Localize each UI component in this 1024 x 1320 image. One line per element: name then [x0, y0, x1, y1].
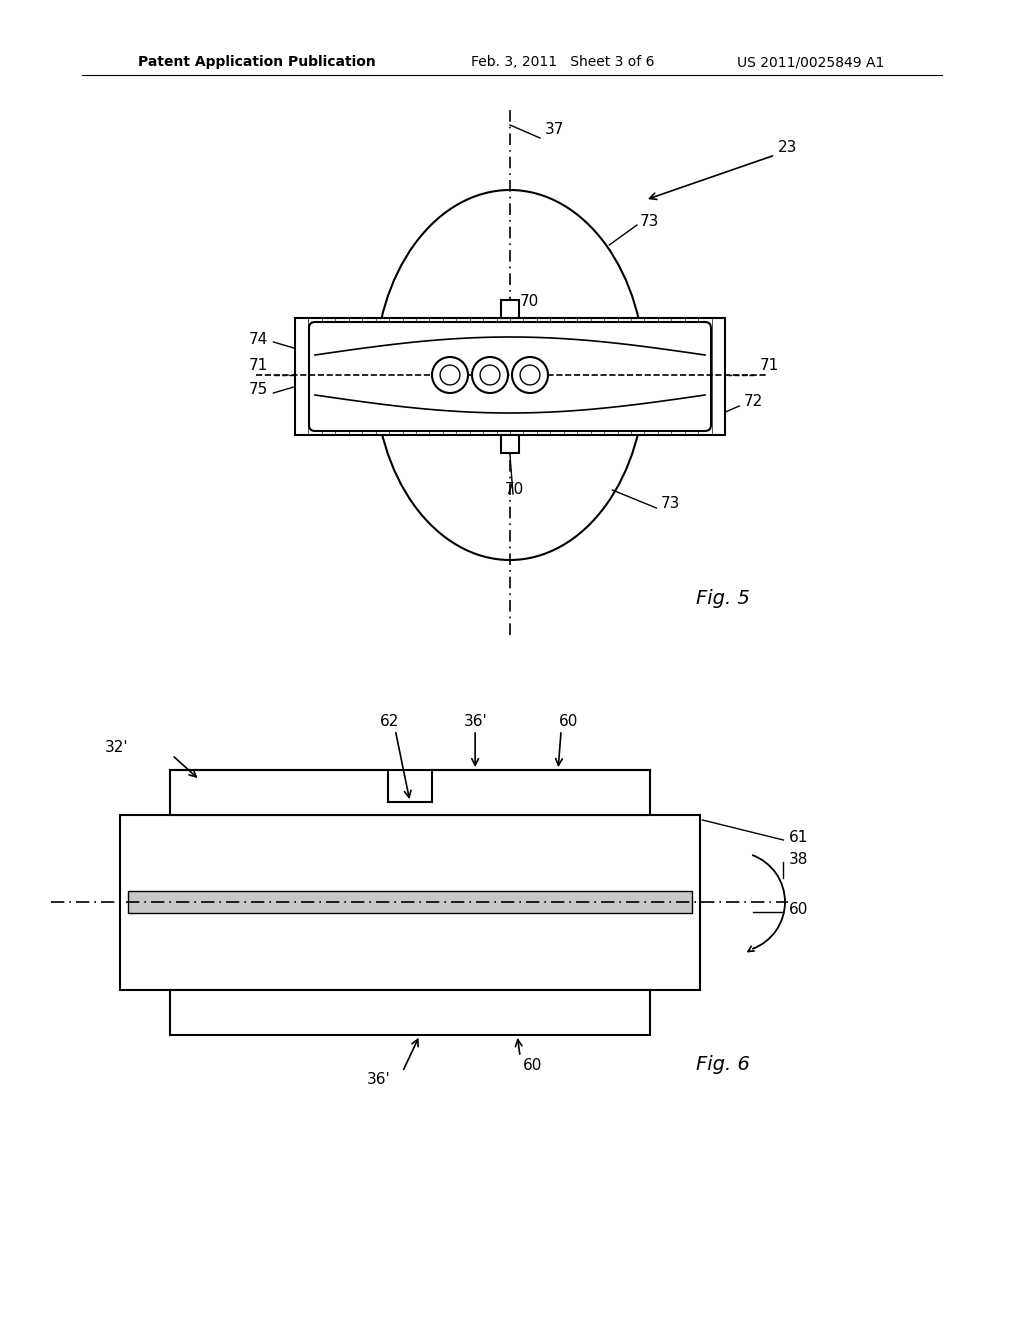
Text: US 2011/0025849 A1: US 2011/0025849 A1: [737, 55, 885, 69]
Text: 36': 36': [464, 714, 488, 730]
Text: 73: 73: [660, 496, 680, 511]
Text: 70: 70: [505, 483, 524, 498]
Text: 37: 37: [545, 123, 564, 137]
Bar: [170, 770, 650, 814]
Text: 62: 62: [380, 714, 398, 730]
Circle shape: [432, 356, 468, 393]
Bar: [501, 300, 519, 318]
Text: Patent Application Publication: Patent Application Publication: [138, 55, 376, 69]
Circle shape: [472, 356, 508, 393]
Bar: [128, 891, 692, 913]
Text: 23: 23: [778, 140, 798, 156]
Text: 73: 73: [640, 214, 659, 230]
Bar: [170, 990, 650, 1035]
Text: 36': 36': [367, 1072, 391, 1088]
Bar: [295, 318, 725, 436]
Text: Fig. 6: Fig. 6: [696, 1056, 751, 1074]
Text: 38: 38: [788, 853, 808, 867]
Text: 71: 71: [249, 358, 268, 372]
Text: 75: 75: [249, 383, 268, 397]
Text: 70: 70: [520, 294, 540, 309]
Text: 32': 32': [104, 741, 128, 755]
Bar: [120, 814, 700, 990]
Text: 74: 74: [249, 333, 268, 347]
Text: 72: 72: [743, 395, 763, 409]
Text: 60: 60: [788, 903, 808, 917]
Text: 71: 71: [760, 358, 779, 372]
Text: 60: 60: [559, 714, 578, 730]
Circle shape: [512, 356, 548, 393]
Text: 61: 61: [788, 830, 808, 846]
FancyBboxPatch shape: [309, 322, 711, 432]
Text: Feb. 3, 2011   Sheet 3 of 6: Feb. 3, 2011 Sheet 3 of 6: [471, 55, 654, 69]
Text: Fig. 5: Fig. 5: [696, 589, 751, 607]
Text: 60: 60: [523, 1057, 542, 1072]
Bar: [501, 436, 519, 453]
